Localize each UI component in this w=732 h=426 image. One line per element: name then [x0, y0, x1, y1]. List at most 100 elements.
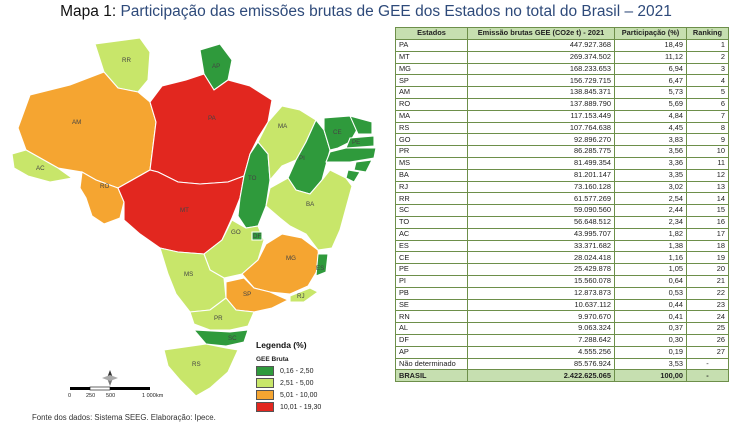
cell-share: 3,35 — [614, 168, 687, 182]
cell-emissions: 61.577.269 — [467, 192, 615, 206]
map-label-MG: MG — [286, 255, 296, 262]
state-ES[interactable] — [315, 253, 329, 277]
table-total-row: BRASIL 2.422.625.065 100,00- — [395, 369, 729, 383]
legend-item-1: 0,16 - 2,50 — [256, 366, 386, 376]
map-label-DF: DF — [253, 233, 261, 240]
state-PB[interactable] — [345, 135, 375, 149]
legend-item-4: 10,01 - 19,30 — [256, 402, 386, 412]
map-legend: Legenda (%) GEE Bruta 0,16 - 2,50 2,51 -… — [256, 340, 386, 414]
cell-state: PI — [395, 274, 468, 288]
state-RS[interactable] — [163, 343, 239, 397]
cell-share: 4,84 — [614, 109, 687, 123]
cell-emissions: 4.555.256 — [467, 345, 615, 359]
state-AC[interactable] — [11, 149, 74, 183]
state-RN[interactable] — [349, 115, 373, 135]
cell-share: 0,41 — [614, 310, 687, 324]
cell-emissions: 156.729.715 — [467, 74, 615, 88]
cell-share: 2,34 — [614, 215, 687, 229]
state-SC[interactable] — [192, 329, 249, 347]
cell-emissions: 92.896.270 — [467, 133, 615, 147]
cell-share: 3,56 — [614, 145, 687, 158]
cell-state: AM — [395, 86, 468, 99]
cell-state: CE — [395, 251, 468, 265]
cell-state: DF — [395, 333, 468, 347]
table-row: MT 269.374.502 11,12 2 — [395, 50, 729, 64]
map-label-ES: ES — [316, 265, 324, 272]
table-row: GO 92.896.270 3,83 9 — [395, 133, 729, 147]
cell-share: 6,47 — [614, 74, 687, 88]
map-label-TO: TO — [248, 175, 257, 182]
cell-share: 2,44 — [614, 204, 687, 217]
cell-ranking: 19 — [686, 251, 729, 265]
state-DF[interactable] — [251, 231, 263, 241]
state-PE[interactable] — [325, 147, 377, 163]
legend-label-3: 5,01 - 10,00 — [280, 391, 318, 399]
state-PR[interactable] — [189, 297, 255, 331]
table-row: PR 86.285.775 3,56 10 — [395, 145, 729, 158]
legend-item-2: 2,51 - 5,00 — [256, 378, 386, 388]
cell-ranking: - — [686, 369, 729, 383]
cell-ranking: - — [686, 357, 729, 371]
table-row: RS 107.764.638 4,45 8 — [395, 121, 729, 135]
scale-tick-1000: 1 000 — [142, 393, 156, 399]
cell-state: RS — [395, 121, 468, 135]
map-label-PE: PE — [352, 139, 360, 146]
cell-share: 1,05 — [614, 263, 687, 276]
cell-emissions: 85.576.924 — [467, 357, 615, 371]
cell-ranking: 9 — [686, 133, 729, 147]
cell-state: MG — [395, 62, 468, 76]
scale-svg: N 0 250 500 1 000 km — [68, 370, 164, 399]
cell-ranking: 2 — [686, 50, 729, 64]
cell-ranking: 20 — [686, 263, 729, 276]
cell-emissions: 81.201.147 — [467, 168, 615, 182]
cell-state: Não determinado — [395, 357, 468, 371]
cell-ranking: 21 — [686, 274, 729, 288]
cell-state: SP — [395, 74, 468, 88]
cell-state: MA — [395, 109, 468, 123]
cell-ranking: 10 — [686, 145, 729, 158]
state-MT[interactable] — [117, 169, 245, 255]
map-label-GO: GO — [231, 229, 241, 236]
cell-state: PA — [395, 39, 468, 52]
state-SE[interactable] — [345, 169, 361, 183]
map-label-AM: AM — [72, 119, 81, 126]
cell-share: 3,36 — [614, 156, 687, 170]
cell-share: 3,53 — [614, 357, 687, 371]
table-row: RO 137.889.790 5,69 6 — [395, 97, 729, 111]
map-label-AC: AC — [36, 165, 45, 172]
cell-emissions: 117.153.449 — [467, 109, 615, 123]
table-row: RJ 73.160.128 3,02 13 — [395, 180, 729, 194]
cell-emissions: 269.374.502 — [467, 50, 615, 64]
map-label-RJ: RJ — [297, 293, 305, 300]
table-row: MG 168.233.653 6,94 3 — [395, 62, 729, 76]
state-BA[interactable] — [265, 169, 353, 251]
table-row: AL 9.063.324 0,37 25 — [395, 322, 729, 335]
cell-ranking: 22 — [686, 286, 729, 300]
cell-ranking: 11 — [686, 156, 729, 170]
cell-emissions: 28.024.418 — [467, 251, 615, 265]
map-label-CE: CE — [333, 129, 342, 136]
state-RJ[interactable] — [289, 287, 320, 303]
cell-state: SE — [395, 298, 468, 312]
cell-ranking: 5 — [686, 86, 729, 99]
cell-share: 5,69 — [614, 97, 687, 111]
cell-state: PB — [395, 286, 468, 300]
cell-state: RR — [395, 192, 468, 206]
cell-emissions: 9.063.324 — [467, 322, 615, 335]
state-RO[interactable] — [79, 171, 125, 225]
col-header-share: Participação (%) — [614, 27, 687, 40]
map-label-RS: RS — [192, 361, 201, 368]
legend-label-4: 10,01 - 19,30 — [280, 403, 322, 411]
legend-swatch-4 — [256, 402, 274, 412]
state-AL[interactable] — [353, 159, 373, 173]
cell-share: 0,30 — [614, 333, 687, 347]
cell-emissions: 86.285.775 — [467, 145, 615, 158]
map-label-BA: BA — [306, 201, 315, 208]
map-label-SC: SC — [228, 335, 237, 342]
cell-state: SC — [395, 204, 468, 217]
cell-ranking: 7 — [686, 109, 729, 123]
cell-state: RO — [395, 97, 468, 111]
table-row: AC 43.995.707 1,82 17 — [395, 227, 729, 241]
legend-swatch-3 — [256, 390, 274, 400]
cell-emissions: 25.429.878 — [467, 263, 615, 276]
